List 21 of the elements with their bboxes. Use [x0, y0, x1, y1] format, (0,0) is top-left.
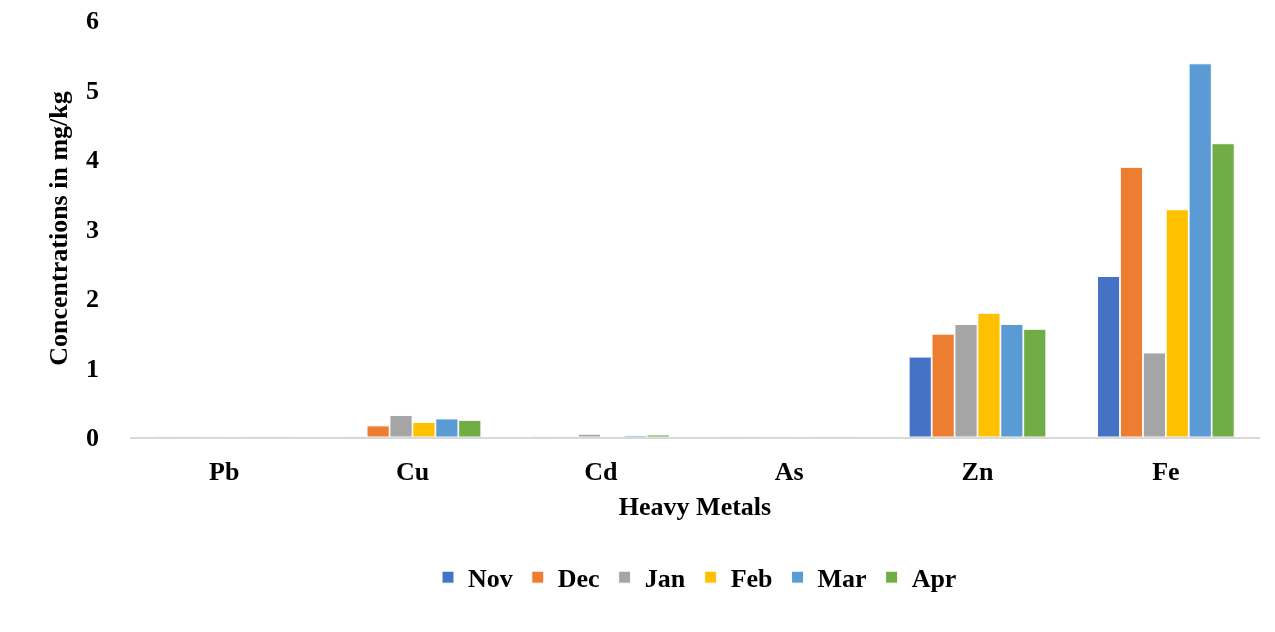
y-tick-label: 0 [86, 423, 99, 453]
x-tick-label: Cd [584, 457, 618, 487]
x-tick-label: Fe [1152, 457, 1180, 487]
x-tick-label: Cu [395, 457, 430, 487]
x-tick-label: As [774, 457, 804, 487]
y-tick-label: 3 [86, 214, 99, 244]
legend-label: Apr [911, 564, 957, 594]
y-tick-label: 5 [86, 75, 99, 105]
y-tick-label: 4 [86, 145, 99, 175]
x-tick-label: Zn [961, 457, 994, 487]
x-tick-label: Pb [209, 457, 240, 487]
x-axis-title: Heavy Metals [618, 492, 772, 522]
legend-label: Feb [730, 564, 773, 594]
y-tick-label: 6 [86, 6, 99, 36]
y-tick-label: 1 [86, 353, 99, 383]
legend-label: Dec [557, 564, 600, 594]
y-tick-label: 2 [86, 284, 99, 314]
legend-label: Nov [468, 564, 513, 594]
y-axis-title: Concentrations in mg/kg [44, 91, 74, 366]
legend-label: Mar [817, 564, 867, 594]
legend-label: Jan [644, 564, 686, 594]
